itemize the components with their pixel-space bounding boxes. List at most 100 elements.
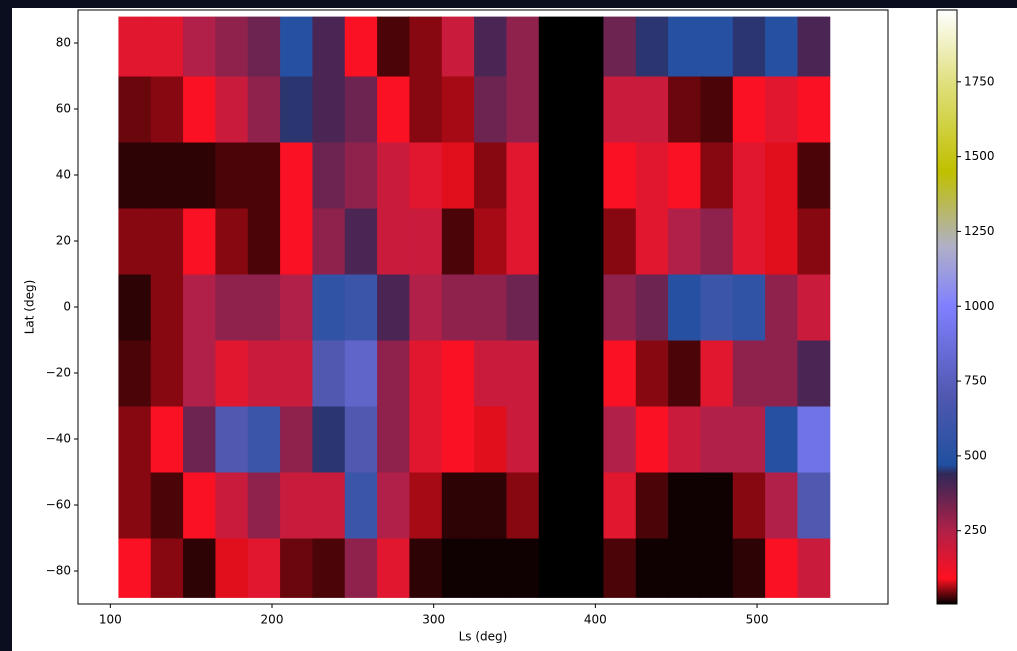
background-strip: [0, 0, 1017, 8]
heat-cell: [441, 274, 475, 341]
heat-cell: [603, 538, 637, 598]
heat-cell: [183, 406, 216, 473]
heat-cell: [797, 208, 831, 275]
heat-cell: [700, 538, 734, 598]
heat-cell: [280, 472, 313, 539]
x-tick-label: 200: [261, 613, 284, 627]
heat-cell: [765, 142, 798, 209]
heat-cell: [280, 16, 313, 77]
heat-cell: [280, 274, 313, 341]
heat-cell: [571, 340, 604, 407]
heat-cell: [280, 142, 313, 209]
heat-cell: [441, 472, 475, 539]
heat-cell: [765, 274, 798, 341]
heat-cell: [280, 208, 313, 275]
heat-cell: [668, 16, 701, 77]
heat-cell: [118, 142, 152, 209]
heat-cell: [409, 142, 443, 209]
y-tick-label: −80: [46, 564, 71, 578]
heat-cell: [312, 16, 346, 77]
heat-cell: [732, 538, 766, 598]
heat-cell: [183, 274, 216, 341]
heat-cell: [118, 208, 152, 275]
heat-cell: [150, 406, 184, 473]
heat-cell: [635, 16, 669, 77]
heat-cell: [732, 76, 766, 143]
heat-cell: [732, 208, 766, 275]
heat-cell: [506, 208, 540, 275]
heat-cell: [150, 274, 184, 341]
heat-cell: [603, 16, 637, 77]
heat-cell: [765, 340, 798, 407]
heat-cell: [538, 406, 572, 473]
heat-cell: [280, 538, 313, 598]
heat-cell: [732, 406, 766, 473]
heat-cell: [247, 16, 281, 77]
heat-cell: [118, 472, 152, 539]
heat-cell: [506, 538, 540, 598]
heat-cell: [538, 472, 572, 539]
y-tick-label: 20: [56, 234, 71, 248]
heat-cell: [183, 76, 216, 143]
heat-cell: [668, 406, 701, 473]
colorbar-tick-label: 1250: [964, 224, 995, 238]
heat-cell: [635, 142, 669, 209]
heat-cell: [150, 142, 184, 209]
heat-cell: [312, 274, 346, 341]
heat-cell: [150, 472, 184, 539]
heat-cell: [150, 538, 184, 598]
heat-cell: [668, 208, 701, 275]
heat-cell: [215, 538, 249, 598]
heat-cell: [441, 208, 475, 275]
x-axis-label: Ls (deg): [459, 630, 508, 644]
heat-cell: [312, 406, 346, 473]
heat-cell: [732, 472, 766, 539]
heat-cell: [118, 538, 152, 598]
heat-cell: [797, 538, 831, 598]
heat-cell: [571, 142, 604, 209]
heat-cell: [797, 406, 831, 473]
heat-cell: [635, 538, 669, 598]
y-tick-label: −40: [46, 432, 71, 446]
heat-cell: [247, 76, 281, 143]
heat-cell: [312, 142, 346, 209]
heat-cell: [635, 472, 669, 539]
heat-cell: [668, 76, 701, 143]
heat-cell: [474, 208, 507, 275]
heat-cell: [571, 406, 604, 473]
heat-cell: [377, 142, 410, 209]
y-tick-label: 40: [56, 168, 71, 182]
heat-cell: [344, 208, 378, 275]
heat-cell: [506, 142, 540, 209]
heat-cell: [538, 76, 572, 143]
heat-cell: [474, 274, 507, 341]
heat-cell: [603, 340, 637, 407]
heat-cell: [797, 142, 831, 209]
heat-cell: [797, 16, 831, 77]
heat-cell: [700, 142, 734, 209]
heat-cell: [571, 472, 604, 539]
heat-cell: [150, 16, 184, 77]
heat-cell: [474, 406, 507, 473]
heat-cell: [280, 340, 313, 407]
heat-cell: [506, 16, 540, 77]
heat-cell: [668, 472, 701, 539]
heat-cell: [765, 472, 798, 539]
heat-cell: [344, 340, 378, 407]
heat-cell: [409, 472, 443, 539]
heat-cell: [797, 274, 831, 341]
heat-cell: [312, 538, 346, 598]
heat-cell: [377, 472, 410, 539]
heat-cell: [118, 340, 152, 407]
heat-cell: [312, 76, 346, 143]
background-strip: [0, 0, 12, 651]
heat-cell: [603, 76, 637, 143]
heat-cell: [603, 406, 637, 473]
heat-cell: [700, 406, 734, 473]
heat-cell: [700, 472, 734, 539]
heat-cell: [150, 208, 184, 275]
heat-cell: [474, 16, 507, 77]
heat-cell: [183, 208, 216, 275]
heat-cell: [732, 16, 766, 77]
heat-cell: [700, 76, 734, 143]
